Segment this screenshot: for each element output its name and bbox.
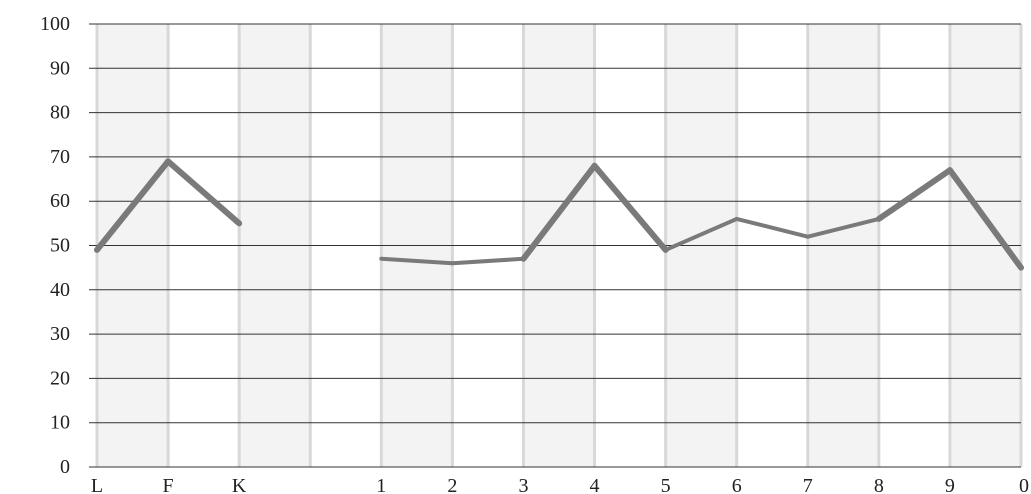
y-tick-label: 70 [50,146,70,168]
y-tick-label: 100 [40,13,70,35]
series-segment [379,256,455,266]
y-tick-label: 90 [50,57,70,79]
series-segment [591,162,669,253]
y-gridlines [89,23,1021,468]
x-tick-label: K [232,475,247,494]
series-segment [94,158,172,253]
x-axis-tick-labels: L F K 1 2 3 4 5 6 7 8 9 0 [91,475,1029,494]
y-tick-label: 80 [50,102,70,124]
y-tick-label: 40 [50,279,70,301]
y-tick-label: 50 [50,235,70,257]
y-tick-label: 0 [60,456,70,478]
series-segment [734,216,810,239]
series-segment [165,158,243,227]
x-tick-label: 3 [518,475,528,494]
x-tick-label: F [163,475,174,494]
x-tick-label: 2 [447,475,457,494]
x-tick-label: L [91,475,103,494]
y-tick-label: 30 [50,323,70,345]
y-tick-label: 60 [50,190,70,212]
series-segment [520,162,598,262]
x-tick-label: 4 [590,475,600,494]
series-segment [805,216,881,239]
series-segment [663,216,739,252]
x-tick-label: 1 [376,475,386,494]
series-line [94,158,1024,271]
x-tick-label: 0 [1019,475,1029,494]
series-segment [875,167,953,222]
x-tick-label: 7 [803,475,813,494]
series-segment [946,167,1024,271]
y-axis-tick-labels: 0 10 20 30 40 50 60 70 80 90 100 [40,13,70,478]
x-tick-label: 8 [874,475,884,494]
x-tick-label: 9 [945,475,955,494]
x-tick-label: 5 [661,475,671,494]
y-tick-label: 10 [50,412,70,434]
x-tick-label: 6 [732,475,742,494]
series-segment [450,256,526,266]
y-tick-label: 20 [50,367,70,389]
